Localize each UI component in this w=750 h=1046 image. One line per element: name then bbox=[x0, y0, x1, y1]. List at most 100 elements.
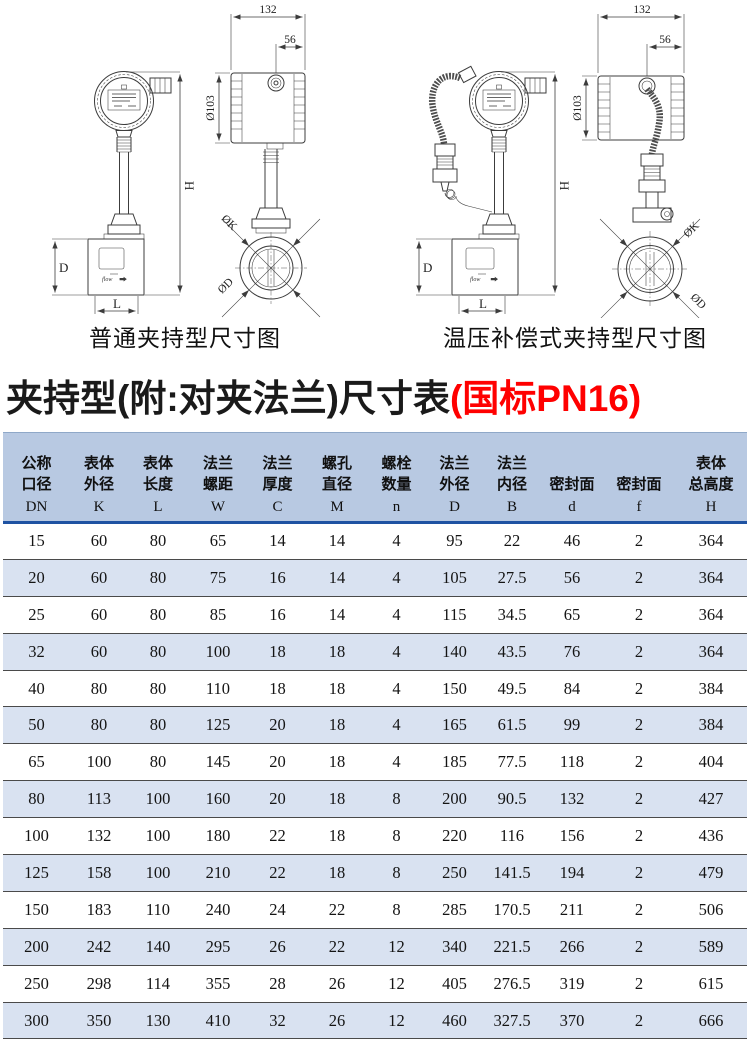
col-name: 法兰 外径 bbox=[439, 455, 470, 493]
col-header-h: 表体 总高度 H bbox=[675, 432, 747, 524]
table-row: 300 350 130 410 32 26 12 460 327.5 370 2 666 bbox=[3, 1002, 747, 1040]
dim-dia103-label: Ø103 bbox=[572, 95, 584, 121]
table-cell: 60 bbox=[70, 633, 128, 671]
table-cell: 18 bbox=[307, 743, 367, 782]
table-cell: 4 bbox=[367, 633, 426, 671]
table-cell: 250 bbox=[426, 854, 483, 892]
flow-direction-label: flow bbox=[470, 276, 480, 283]
table-cell: 95 bbox=[426, 522, 483, 560]
table-cell: 22 bbox=[248, 854, 307, 892]
table-cell: 460 bbox=[426, 1002, 483, 1040]
table-cell: 130 bbox=[128, 1002, 188, 1040]
table-cell: 2 bbox=[603, 706, 675, 745]
table-cell: 427 bbox=[675, 780, 747, 819]
dimension-table: 公称 口径 DN 表体 外径 K 表体 长度 L 法兰 螺距 W 法兰 厚度 C 螺孔 直… bbox=[3, 432, 747, 1040]
dim-bolt-circle-label: ØK bbox=[219, 213, 240, 234]
table-row: 25 60 80 85 16 14 4 115 34.5 65 2 364 bbox=[3, 596, 747, 634]
table-cell: 183 bbox=[70, 891, 128, 929]
table-cell: 18 bbox=[307, 706, 367, 745]
col-header-n: 螺栓 数量 n bbox=[367, 432, 426, 524]
front-view-compensated: flow D L H bbox=[416, 65, 572, 314]
table-cell: 18 bbox=[307, 633, 367, 671]
table-cell: 211 bbox=[541, 891, 603, 929]
col-symbol: d bbox=[568, 499, 576, 515]
table-row: 15 60 80 65 14 14 4 95 22 46 2 364 bbox=[3, 522, 747, 560]
table-cell: 15 bbox=[3, 522, 70, 560]
table-cell: 200 bbox=[426, 780, 483, 819]
table-cell: 158 bbox=[70, 854, 128, 892]
table-cell: 50 bbox=[3, 706, 70, 745]
table-cell: 615 bbox=[675, 965, 747, 1003]
dim-flange-od-label: ØD bbox=[216, 276, 236, 296]
table-cell: 22 bbox=[483, 522, 541, 560]
table-cell: 210 bbox=[188, 854, 248, 892]
table-row: 65 100 80 145 20 18 4 185 77.5 118 2 404 bbox=[3, 743, 747, 782]
table-cell: 22 bbox=[307, 891, 367, 929]
table-cell: 141.5 bbox=[483, 854, 541, 892]
table-cell: 4 bbox=[367, 559, 426, 597]
table-cell: 506 bbox=[675, 891, 747, 929]
table-cell: 410 bbox=[188, 1002, 248, 1040]
table-cell: 298 bbox=[70, 965, 128, 1003]
col-header-seal-f: 密封面 f bbox=[603, 432, 675, 524]
dim-132-label: 132 bbox=[633, 4, 651, 16]
table-cell: 14 bbox=[307, 559, 367, 597]
table-cell: 589 bbox=[675, 928, 747, 966]
col-name: 法兰 厚度 bbox=[262, 455, 293, 493]
col-name: 密封面 bbox=[549, 476, 595, 493]
table-cell: 150 bbox=[3, 891, 70, 929]
table-cell: 80 bbox=[70, 670, 128, 708]
dim-L-label: L bbox=[479, 296, 487, 311]
table-cell: 220 bbox=[426, 817, 483, 856]
table-cell: 75 bbox=[188, 559, 248, 597]
table-cell: 20 bbox=[248, 706, 307, 745]
caption-plain-clamp: 普通夹持型尺寸图 bbox=[89, 325, 281, 351]
flow-direction-label: flow bbox=[102, 276, 112, 283]
col-symbol: L bbox=[153, 499, 163, 515]
table-row: 100 132 100 180 22 18 8 220 116 156 2 436 bbox=[3, 817, 747, 856]
table-cell: 32 bbox=[3, 633, 70, 671]
dim-56-label: 56 bbox=[284, 34, 296, 46]
col-name: 表体 外径 bbox=[83, 455, 114, 493]
table-cell: 295 bbox=[188, 928, 248, 966]
col-header-c: 法兰 厚度 C bbox=[248, 432, 307, 524]
table-cell: 80 bbox=[128, 743, 188, 782]
table-cell: 76 bbox=[541, 633, 603, 671]
table-cell: 105 bbox=[426, 559, 483, 597]
table-cell: 2 bbox=[603, 1002, 675, 1040]
col-name: 螺孔 直径 bbox=[321, 455, 352, 493]
col-symbol: K bbox=[93, 499, 105, 515]
col-header-b: 法兰 内径 B bbox=[483, 432, 541, 524]
page-title-main: 夹持型(附:对夹法兰)尺寸表 bbox=[6, 378, 450, 419]
table-cell: 80 bbox=[70, 706, 128, 745]
table-cell: 8 bbox=[367, 854, 426, 892]
table-cell: 20 bbox=[248, 780, 307, 819]
table-cell: 266 bbox=[541, 928, 603, 966]
col-header-l: 表体 长度 L bbox=[128, 432, 188, 524]
table-cell: 46 bbox=[541, 522, 603, 560]
table-cell: 26 bbox=[248, 928, 307, 966]
col-header-k: 表体 外径 K bbox=[70, 432, 128, 524]
table-row: 50 80 80 125 20 18 4 165 61.5 99 2 384 bbox=[3, 706, 747, 745]
table-cell: 221.5 bbox=[483, 928, 541, 966]
table-header: 公称 口径 DN 表体 外径 K 表体 长度 L 法兰 螺距 W 法兰 厚度 C 螺孔 直… bbox=[3, 432, 747, 524]
table-cell: 2 bbox=[603, 965, 675, 1003]
table-cell: 2 bbox=[603, 854, 675, 892]
table-cell: 49.5 bbox=[483, 670, 541, 708]
table-cell: 90.5 bbox=[483, 780, 541, 819]
table-cell: 364 bbox=[675, 522, 747, 560]
table-row: 250 298 114 355 28 26 12 405 276.5 319 2 615 bbox=[3, 965, 747, 1003]
dim-bolt-circle-label: ØK bbox=[682, 219, 703, 240]
table-cell: 118 bbox=[541, 743, 603, 782]
side-view-plain: ØK ØD 132 56 Ø103 bbox=[205, 4, 321, 318]
table-cell: 26 bbox=[307, 965, 367, 1003]
table-cell: 180 bbox=[188, 817, 248, 856]
table-cell: 285 bbox=[426, 891, 483, 929]
dim-L-label: L bbox=[113, 296, 121, 311]
table-cell: 4 bbox=[367, 743, 426, 782]
table-cell: 2 bbox=[603, 670, 675, 708]
table-cell: 364 bbox=[675, 559, 747, 597]
table-cell: 194 bbox=[541, 854, 603, 892]
table-cell: 56 bbox=[541, 559, 603, 597]
table-cell: 100 bbox=[3, 817, 70, 856]
